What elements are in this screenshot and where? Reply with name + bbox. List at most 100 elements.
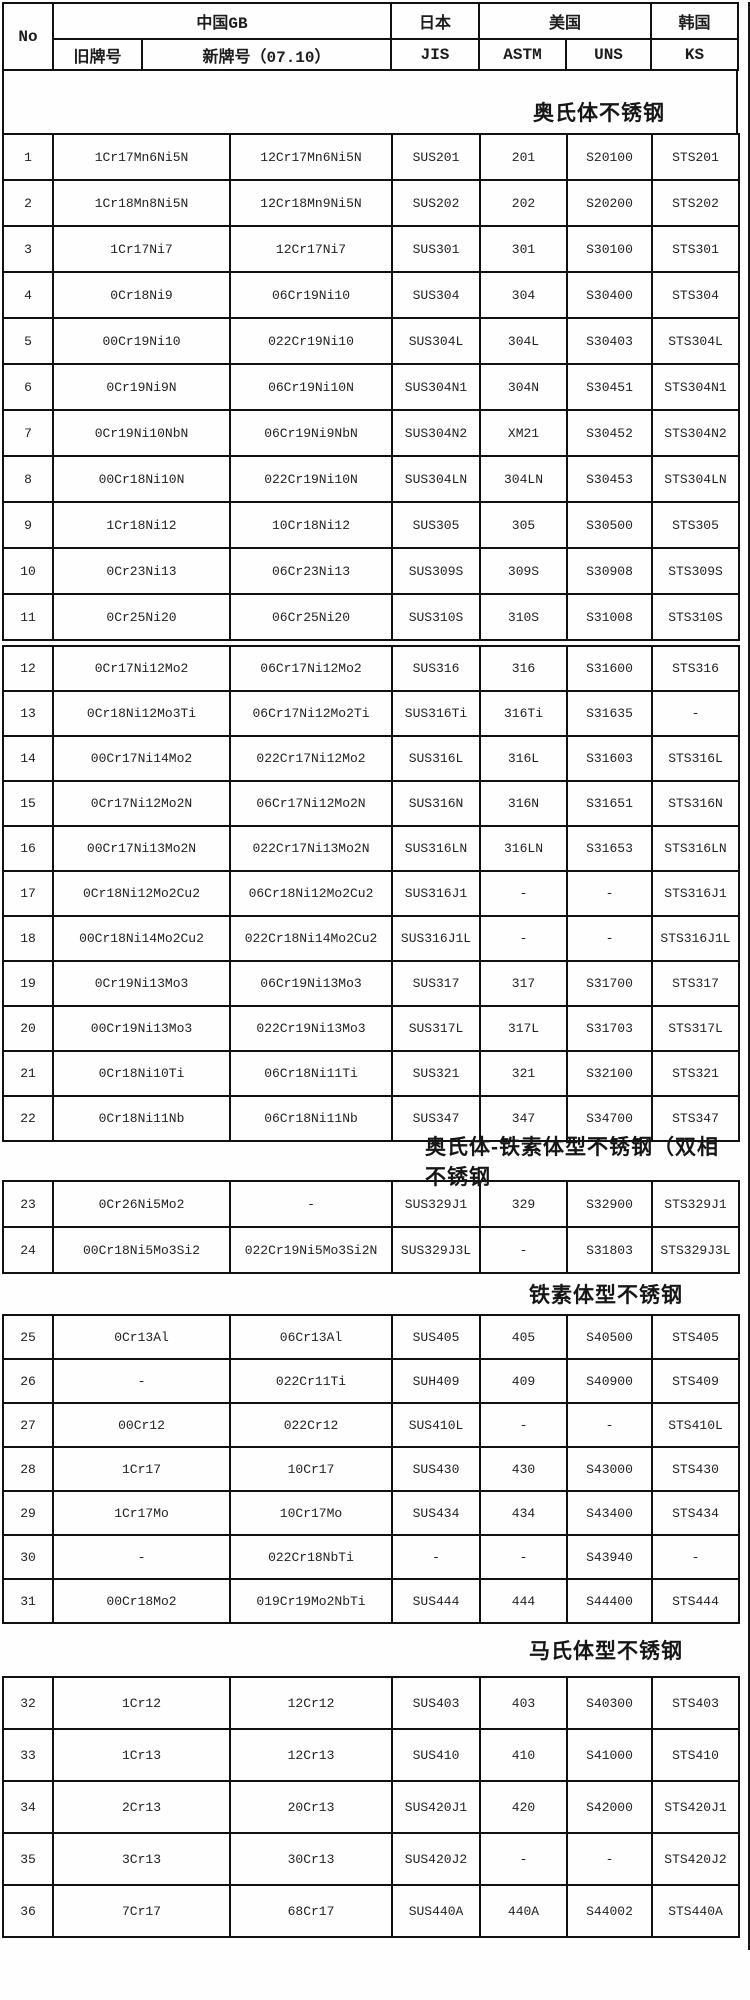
grade-cell: SUS420J1 [391,1780,481,1834]
grade-cell: 0Cr17Ni12Mo2 [52,645,231,692]
grade-cell: 202 [479,179,568,227]
grade-cell: 1Cr18Mn8Ni5N [52,179,231,227]
grade-cell: STS405 [651,1314,740,1360]
grade-cell: SUS410L [391,1402,481,1448]
header-new-grade: 新牌号（07.10） [141,38,392,71]
grade-table-block: 12 0Cr17Ni12Mo2 06Cr17Ni12Mo2 SUS316 316 S316… [2,645,740,1142]
grade-cell: SUS434 [391,1490,481,1536]
grade-cell: 022Cr18NbTi [229,1534,393,1580]
grade-cell: S31635 [566,690,653,737]
table-row: 15 0Cr17Ni12Mo2N 06Cr17Ni12Mo2N SUS316N 316N… [2,780,740,827]
grade-cell: STS316J1L [651,915,740,962]
grade-cell: 022Cr12 [229,1402,393,1448]
grade-cell: SUS316 [391,645,481,692]
grade-cell: 06Cr18Ni12Mo2Cu2 [229,870,393,917]
grade-cell: 12Cr17Mn6Ni5N [229,133,393,181]
grade-table-block: 23 0Cr26Ni5Mo2- SUS329J1 329 S32900 STS329J1 2… [2,1180,740,1274]
grade-cell: SUS304N2 [391,409,481,457]
grade-cell: STS317 [651,960,740,1007]
row-number-cell: 12 [2,645,54,692]
grade-cell: - [391,1534,481,1580]
header-old-grade: 旧牌号 [52,38,143,71]
grade-cell: - [52,1358,231,1404]
row-number-cell: 10 [2,547,54,595]
grade-cell: 3Cr13 [52,1832,231,1886]
grade-cell: STS316 [651,645,740,692]
grade-cell: 316 [479,645,568,692]
grade-cell: - [651,1534,740,1580]
grade-cell: 06Cr19Ni10N [229,363,393,411]
grade-cell: SUS316Ti [391,690,481,737]
grade-cell: 00Cr18Ni10N [52,455,231,503]
grade-cell: 022Cr17Ni12Mo2 [229,735,393,782]
header-japan: 日本 [390,2,480,40]
grade-cell: S34700 [566,1095,653,1142]
grade-cell: - [52,1534,231,1580]
grade-cell: SUS304L [391,317,481,365]
grade-cell: S31700 [566,960,653,1007]
grade-cell: 1Cr17Mo [52,1490,231,1536]
row-number-cell: 29 [2,1490,54,1536]
grade-cell: 304 [479,271,568,319]
grade-cell: 12Cr17Ni7 [229,225,393,273]
table-row: 26-022Cr11Ti SUH409 409 S40900 STS409 [2,1358,740,1404]
table-row: 25 0Cr13Al 06Cr13Al SUS405 405 S40500 STS405 [2,1314,740,1360]
grade-cell: S20100 [566,133,653,181]
table-row: 32 1Cr12 12Cr12 SUS403 403 S40300 STS403 [2,1676,740,1730]
grade-cell: 0Cr18Ni12Mo2Cu2 [52,870,231,917]
grade-cell: STS321 [651,1050,740,1097]
table-row: 8 00Cr18Ni10N 022Cr19Ni10N SUS304LN 304LN S30… [2,455,740,503]
grade-cell: SUS304 [391,271,481,319]
grade-cell: SUS430 [391,1446,481,1492]
grade-cell: 06Cr13Al [229,1314,393,1360]
grade-cell: STS317L [651,1005,740,1052]
header-china-gb: 中国GB [52,2,392,40]
table-row: 30-022Cr18NbTi - - S43940- [2,1534,740,1580]
row-number-cell: 13 [2,690,54,737]
grade-cell: 7Cr17 [52,1884,231,1938]
grade-cell: SUS403 [391,1676,481,1730]
row-number-cell: 30 [2,1534,54,1580]
grade-cell: 019Cr19Mo2NbTi [229,1578,393,1624]
grade-cell: S20200 [566,179,653,227]
row-number-cell: 18 [2,915,54,962]
grade-cell: STS309S [651,547,740,595]
table-row: 5 00Cr19Ni10 022Cr19Ni10 SUS304L 304L S30403 S… [2,317,740,365]
grade-cell: 06Cr17Ni12Mo2 [229,645,393,692]
grade-cell: 0Cr18Ni9 [52,271,231,319]
row-number-cell: 28 [2,1446,54,1492]
grade-cell: SUS201 [391,133,481,181]
grade-cell: S40500 [566,1314,653,1360]
header-no: No [2,2,54,71]
table-row: 36 7Cr17 68Cr17 SUS440A 440A S44002 STS440A [2,1884,740,1938]
table-row: 35 3Cr13 30Cr13 SUS420J2- - STS420J2 [2,1832,740,1886]
section-title: 奥氏体不锈钢 [2,71,738,133]
grade-cell: STS202 [651,179,740,227]
grade-cell: 1Cr18Ni12 [52,501,231,549]
grade-cell: 317 [479,960,568,1007]
grade-cell: 1Cr17 [52,1446,231,1492]
grade-cell: 1Cr13 [52,1728,231,1782]
grade-cell: 00Cr12 [52,1402,231,1448]
grade-table-block: 32 1Cr12 12Cr12 SUS403 403 S40300 STS403 33 1Cr1… [2,1676,740,1938]
grade-cell: 316Ti [479,690,568,737]
section-title: 马氏体型不锈钢 [529,1640,683,1663]
grade-cell: - [566,915,653,962]
table-row: 34 2Cr13 20Cr13 SUS420J1 420 S42000 STS420J1 [2,1780,740,1834]
grade-cell: 304L [479,317,568,365]
header-jis: JIS [390,38,480,71]
row-number-cell: 23 [2,1180,54,1228]
grade-cell: 022Cr11Ti [229,1358,393,1404]
grade-cell: S44002 [566,1884,653,1938]
header-uns: UNS [564,38,653,71]
grade-cell: 00Cr19Ni10 [52,317,231,365]
grade-cell: SUS440A [391,1884,481,1938]
grade-cell: SUS347 [391,1095,481,1142]
grade-cell: STS301 [651,225,740,273]
grade-cell: S42000 [566,1780,653,1834]
table-row: 10 0Cr23Ni13 06Cr23Ni13 SUS309S 309S S30908 ST… [2,547,740,595]
grade-cell: S31703 [566,1005,653,1052]
grade-cell: STS304L [651,317,740,365]
grade-cell: 304N [479,363,568,411]
table-row: 27 00Cr12 022Cr12 SUS410L - - STS410L [2,1402,740,1448]
